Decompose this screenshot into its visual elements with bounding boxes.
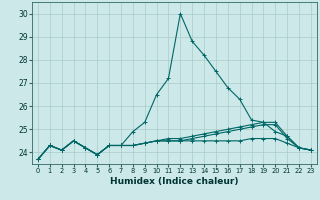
X-axis label: Humidex (Indice chaleur): Humidex (Indice chaleur) <box>110 177 239 186</box>
